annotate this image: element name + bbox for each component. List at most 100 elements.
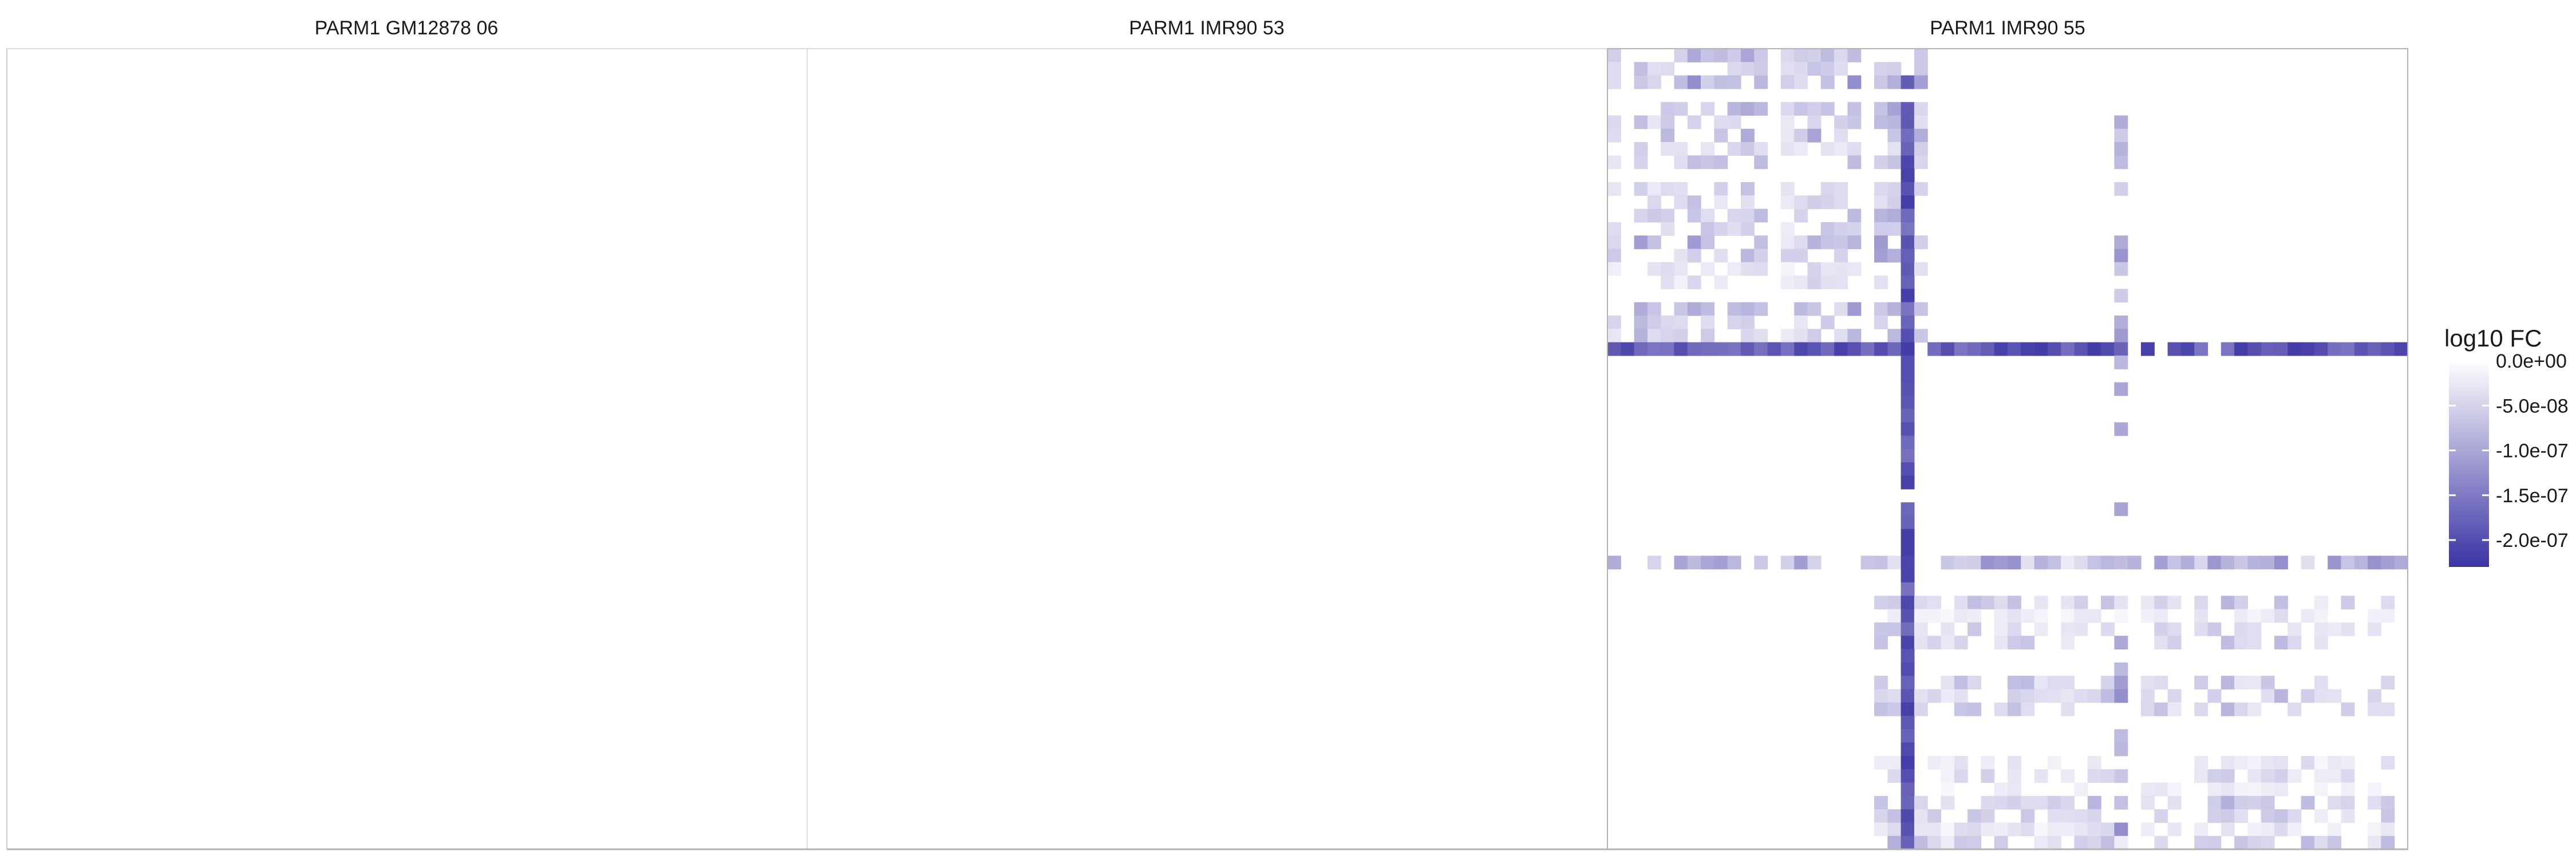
heatmap-cell: [2167, 622, 2182, 636]
heatmap-cell: [2194, 836, 2208, 850]
heatmap-cell: [1887, 609, 1902, 623]
heatmap-cell: [1874, 689, 1888, 703]
heatmap-cell: [1901, 142, 1915, 156]
heatmap-cell: [2101, 596, 2115, 610]
panel-1-title: PARM1 GM12878 06: [315, 17, 499, 39]
heatmap-cell: [1874, 222, 1888, 236]
heatmap-cell: [2314, 755, 2328, 770]
heatmap-cell: [2114, 836, 2128, 850]
heatmap-cell: [2047, 342, 2061, 356]
heatmap-cell: [1954, 836, 1968, 850]
heatmap-cell: [1794, 329, 1808, 343]
heatmap-cell: [1807, 102, 1822, 116]
heatmap-cell: [2261, 676, 2275, 689]
heatmap-cell: [2141, 342, 2155, 356]
heatmap-cell: [2114, 676, 2128, 689]
heatmap-cell: [1994, 636, 2008, 650]
heatmap-cell: [1647, 195, 1661, 210]
heatmap-cell: [1847, 262, 1862, 276]
heatmap-cell: [2207, 809, 2222, 823]
heatmap-cell: [1887, 249, 1902, 263]
heatmap-cell: [2061, 822, 2075, 837]
heatmap-cell: [1701, 342, 1714, 356]
heatmap-cell: [1901, 716, 1915, 730]
heatmap-cell: [2194, 342, 2208, 356]
heatmap-cell: [2114, 262, 2128, 276]
heatmap-cell: [1661, 102, 1675, 116]
heatmap-cell: [1647, 75, 1661, 89]
heatmap-cell: [2008, 676, 2021, 689]
heatmap-cell: [2008, 555, 2021, 570]
heatmap-cell: [1820, 75, 1835, 89]
heatmap-cell: [1914, 329, 1928, 343]
heatmap-cell: [2221, 755, 2235, 770]
heatmap-cell: [1994, 609, 2008, 623]
heatmap-cell: [2034, 596, 2048, 610]
heatmap-cell: [1901, 75, 1915, 89]
heatmap-cell: [2114, 342, 2128, 356]
heatmap-cell: [2341, 795, 2355, 810]
heatmap-cell: [1741, 142, 1755, 156]
heatmap-cell: [1927, 755, 1942, 770]
heatmap-cell: [2114, 742, 2128, 756]
heatmap-cell: [2328, 755, 2342, 770]
heatmap-cell: [1607, 329, 1621, 343]
heatmap-cell: [1714, 49, 1728, 62]
heatmap-cell: [1634, 302, 1648, 316]
heatmap-cell: [1901, 262, 1915, 276]
heatmap-cell: [1741, 222, 1755, 236]
heatmap-cell: [1874, 115, 1888, 129]
heatmap-cell: [1701, 302, 1714, 316]
heatmap-cell: [2167, 689, 2182, 703]
heatmap-cell: [2114, 422, 2128, 436]
heatmap-cell: [1820, 62, 1835, 76]
heatmap-cell: [1701, 49, 1714, 62]
heatmap-cell: [1741, 342, 1755, 356]
heatmap-cell: [1901, 289, 1915, 303]
heatmap-cell: [2247, 555, 2262, 570]
heatmap-cell: [2114, 329, 2128, 343]
heatmap-cell: [2381, 342, 2395, 356]
heatmap-cell: [1901, 422, 1915, 436]
heatmap-cell: [1901, 702, 1915, 716]
heatmap-cell: [1647, 62, 1661, 76]
heatmap-cell: [1807, 235, 1822, 250]
heatmap-cell: [1634, 316, 1648, 329]
heatmap-cell: [1967, 836, 1981, 850]
heatmap-cell: [1701, 235, 1714, 250]
heatmap-cell: [1674, 249, 1688, 263]
heatmap-cell: [2381, 596, 2395, 610]
heatmap-cell: [1874, 75, 1888, 89]
heatmap-cell: [1874, 102, 1888, 116]
heatmap-cell: [2368, 342, 2381, 356]
heatmap-cell: [1967, 609, 1981, 623]
panel-2: PARM1 IMR90 53: [807, 17, 1608, 850]
heatmap-cell: [1874, 235, 1888, 250]
heatmap-cell: [1901, 355, 1915, 369]
heatmap-cell: [2261, 782, 2275, 797]
heatmap-cell: [1794, 555, 1808, 570]
heatmap-cell: [1820, 262, 1835, 276]
heatmap-cell: [1887, 75, 1902, 89]
heatmap-cell: [2354, 555, 2368, 570]
heatmap-cell: [1727, 262, 1741, 276]
heatmap-cell: [2314, 676, 2328, 689]
heatmap-cell: [1607, 555, 1621, 570]
heatmap-cell: [1714, 115, 1728, 129]
heatmap-cell: [1701, 208, 1714, 223]
heatmap-cell: [1727, 555, 1741, 570]
heatmap-cell: [1607, 342, 1621, 356]
heatmap-cell: [1834, 128, 1848, 143]
heatmap-cell: [2301, 755, 2315, 770]
heatmap-cell: [1607, 75, 1621, 89]
heatmap-cell: [1714, 182, 1728, 196]
heatmap-cell: [2061, 689, 2075, 703]
heatmap-cell: [2287, 622, 2302, 636]
heatmap-cell: [1887, 822, 1902, 837]
heatmap-cell: [1621, 342, 1635, 356]
heatmap-cell: [1607, 249, 1621, 263]
heatmap-cell: [1927, 609, 1942, 623]
heatmap-cell: [2008, 636, 2021, 650]
heatmap-cell: [2328, 769, 2342, 783]
heatmap-cell: [1754, 75, 1768, 89]
